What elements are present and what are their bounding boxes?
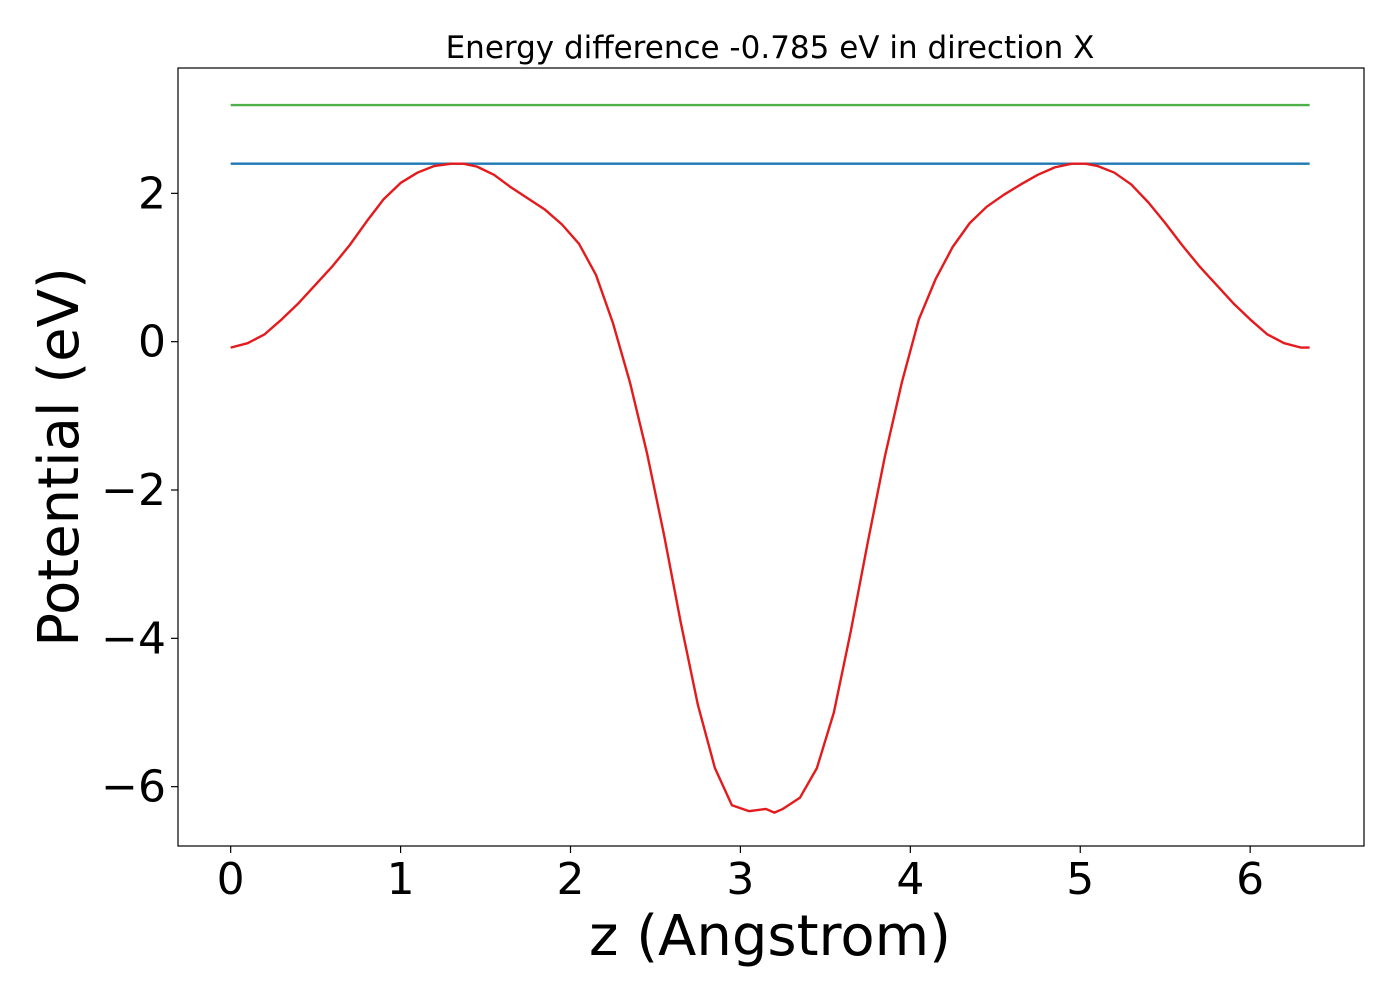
y-tick-label: −4 (101, 613, 166, 664)
x-tick-label: 0 (217, 854, 245, 905)
x-tick-label: 1 (387, 854, 415, 905)
x-axis-label: z (Angstrom) (589, 904, 951, 969)
series-layer (230, 103, 1310, 814)
y-tick-label: 2 (138, 168, 166, 219)
x-tick-label: 3 (726, 854, 754, 905)
y-tick-label: −6 (101, 762, 166, 813)
y-tick-label: −2 (101, 465, 166, 516)
y-axis-ticks: −6 −4 −2 0 2 (101, 168, 178, 813)
y-axis-label: Potential (eV) (27, 267, 92, 647)
series-line-0 (230, 162, 1310, 814)
x-tick-label: 2 (557, 854, 585, 905)
x-tick-label: 4 (896, 854, 924, 905)
y-tick-label: 0 (138, 317, 166, 368)
x-tick-label: 6 (1236, 854, 1264, 905)
plot-frame (177, 67, 1365, 847)
x-tick-label: 5 (1066, 854, 1094, 905)
chart-title: Energy difference -0.785 eV in direction… (446, 30, 1095, 66)
x-axis-ticks: 0 1 2 3 4 5 6 (217, 846, 1264, 905)
